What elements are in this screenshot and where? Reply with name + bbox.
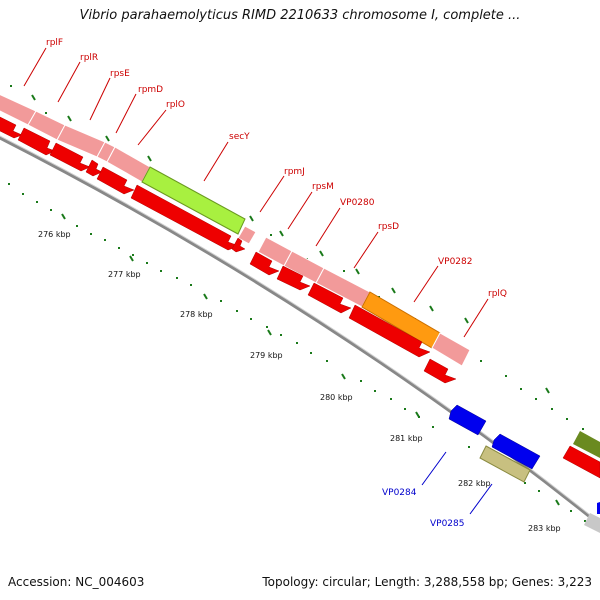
gene-label-rplQ[interactable]: rplQ [488, 289, 507, 299]
feature-rplQ[interactable] [431, 332, 471, 367]
feature-VP0285-misc[interactable] [479, 445, 531, 483]
cds-arrow-VP0284[interactable] [448, 404, 487, 436]
tick-label-280: 280 kbp [320, 393, 353, 402]
tick-label-277: 277 kbp [108, 270, 141, 279]
gene-label-rplF[interactable]: rplF [46, 38, 63, 48]
genome-summary-text: Topology: circular; Length: 3,288,558 bp… [262, 575, 592, 589]
gene-label-rpsD[interactable]: rpsD [378, 222, 399, 232]
gene-label-VP0284[interactable]: VP0284 [382, 488, 417, 498]
tick-label-281: 281 kbp [390, 434, 423, 443]
cds-arrow-distant[interactable] [562, 445, 600, 479]
gene-label-rpsE[interactable]: rpsE [110, 69, 130, 79]
cds-arrow-rpsM[interactable] [249, 251, 280, 276]
gene-label-rplO[interactable]: rplO [166, 100, 185, 110]
map-title: Vibrio parahaemolyticus RIMD 2210633 chr… [79, 8, 521, 23]
cds-arrow-VP0282[interactable] [348, 304, 431, 358]
gene-label-rpmD[interactable]: rpmD [138, 85, 163, 95]
label-leaders-reverse [421, 451, 493, 515]
inner-tick-marks [61, 213, 560, 506]
inner-tick-track [8, 183, 586, 522]
feature-distant-green[interactable] [573, 431, 600, 458]
gene-label-rpmJ[interactable]: rpmJ [284, 167, 305, 177]
cds-arrow-VP0280[interactable] [276, 265, 311, 291]
tick-label-279: 279 kbp [250, 351, 283, 360]
label-leaders-forward [23, 47, 489, 338]
cds-arrow-edge[interactable] [597, 502, 600, 514]
cds-forward-track [0, 116, 600, 479]
accession-text: Accession: NC_004603 [8, 575, 145, 589]
gene-label-VP0282[interactable]: VP0282 [438, 257, 473, 267]
gene-label-VP0285[interactable]: VP0285 [430, 519, 465, 529]
feature-secY[interactable] [141, 166, 246, 235]
cds-arrow-rplQ[interactable] [423, 358, 457, 384]
feature-distant-grey[interactable] [584, 513, 600, 533]
cds-arrow-rpsD[interactable] [307, 282, 352, 314]
cds-arrow-rpmJ[interactable] [231, 237, 246, 253]
gene-label-rpsM[interactable]: rpsM [312, 182, 334, 192]
cds-arrow-rplO[interactable] [96, 166, 135, 195]
tick-label-282: 282 kbp [458, 479, 491, 488]
outer-tick-marks [31, 94, 550, 394]
tick-label-278: 278 kbp [180, 310, 213, 319]
gene-label-VP0280[interactable]: VP0280 [340, 198, 375, 208]
tick-label-283: 283 kbp [528, 524, 561, 533]
gene-label-rplR[interactable]: rplR [80, 53, 98, 63]
tick-label-276: 276 kbp [38, 230, 71, 239]
cds-arrow-VP0285[interactable] [491, 433, 541, 470]
feature-rpmJ[interactable] [237, 225, 257, 245]
gene-label-secY[interactable]: secY [229, 132, 250, 142]
